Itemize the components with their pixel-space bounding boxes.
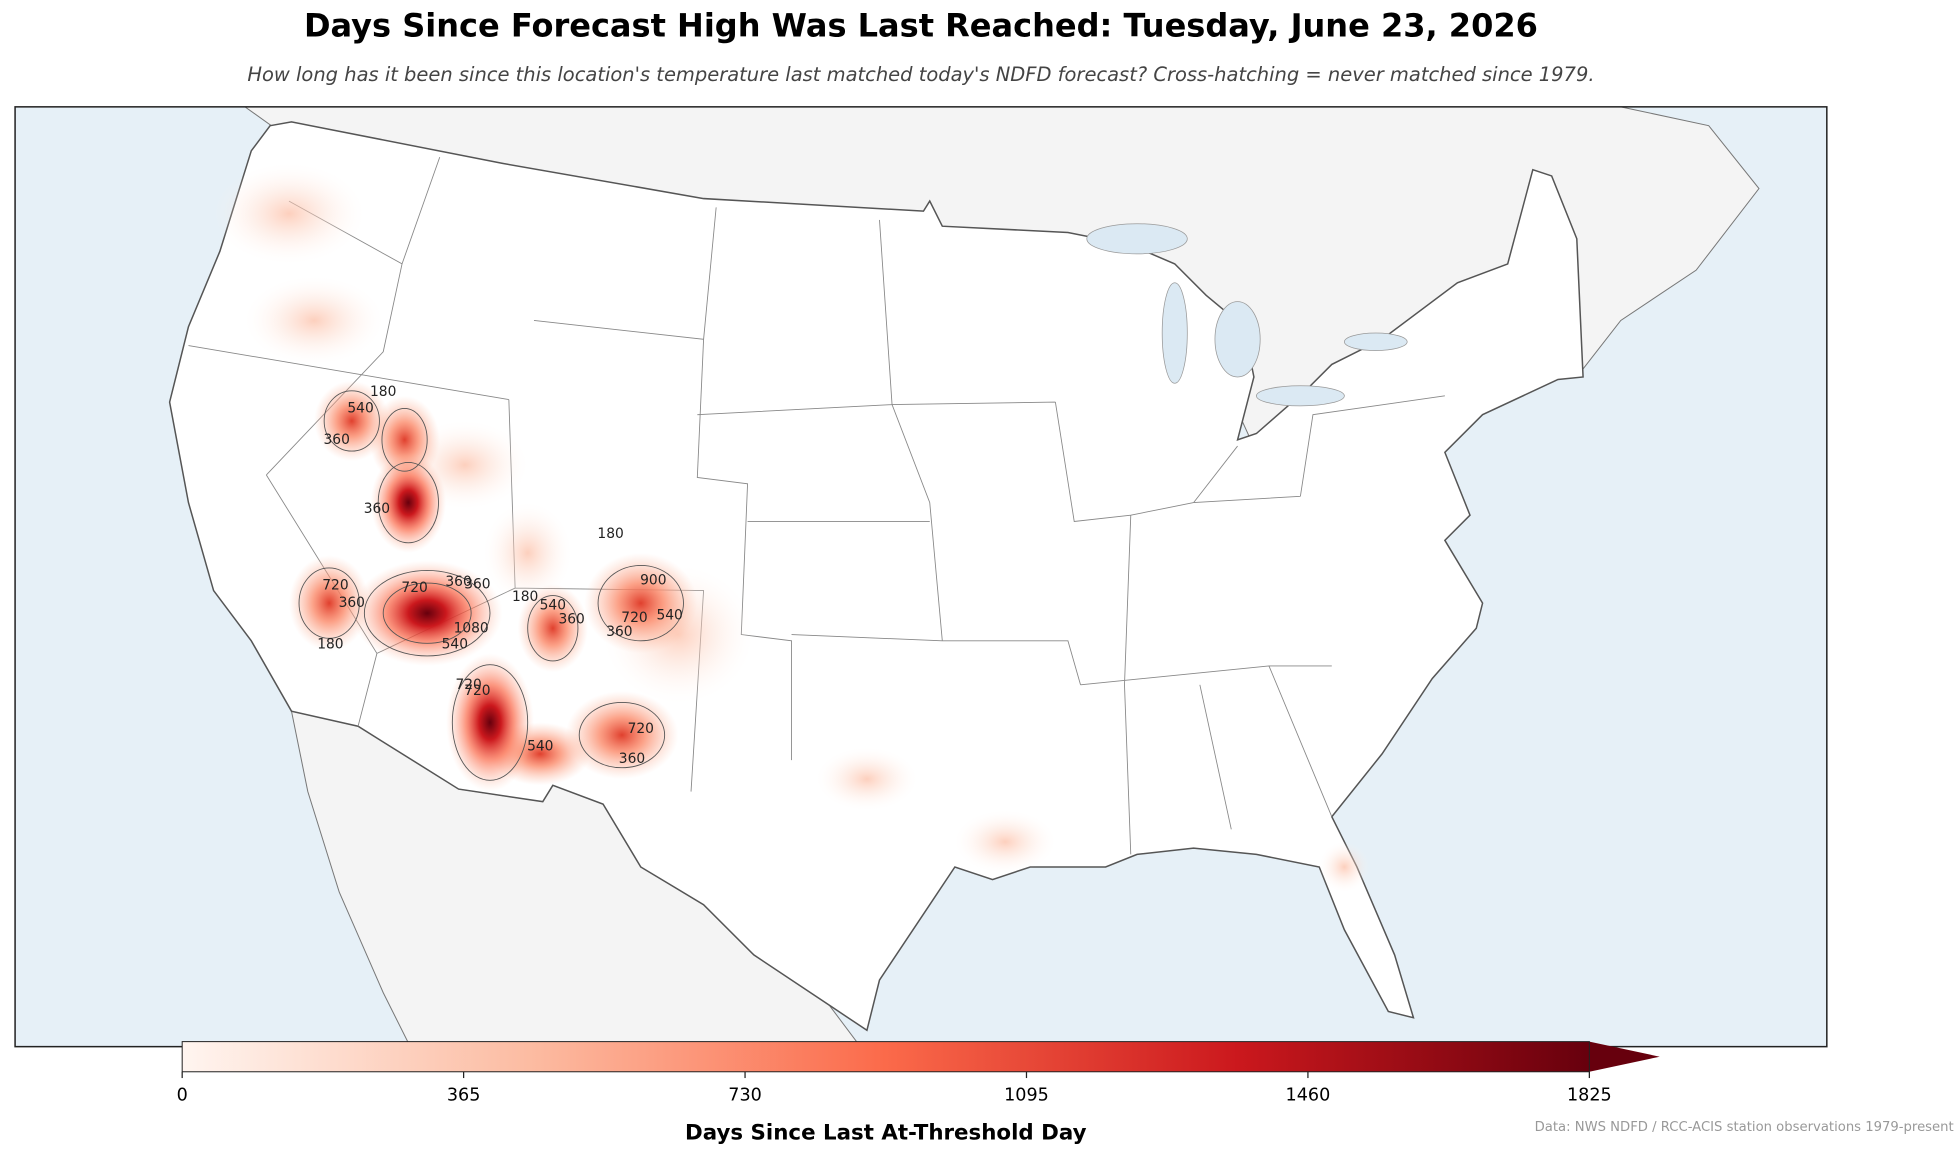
map: 1805403603607203607203601807201080540360… (15, 106, 1827, 1047)
contour-label: 540 (656, 608, 682, 624)
contour-label: 540 (347, 400, 373, 416)
colorbar-tick-label: 1460 (1286, 1086, 1331, 1106)
heat-blob (351, 560, 503, 666)
heat-blob (816, 747, 918, 811)
source-note: Data: NWS NDFD / RCC-ACIS station observ… (1535, 1120, 1954, 1135)
contour-line (323, 390, 380, 452)
contour-label: 360 (445, 574, 471, 590)
heat-blob (370, 452, 447, 553)
heat-blob (1319, 841, 1370, 893)
contour-line (363, 570, 491, 657)
heat-blob (565, 691, 679, 780)
subtitle: How long has it been since this location… (247, 63, 1594, 86)
heat-blob (245, 276, 384, 365)
contour-label: 540 (540, 598, 566, 614)
contour-label: 540 (527, 738, 553, 754)
colorbar-ramp (181, 1041, 1590, 1073)
colorbar-tick-label: 1825 (1567, 1086, 1612, 1106)
heat-blob (517, 584, 588, 673)
contour-line (298, 567, 360, 639)
heat-field (213, 163, 1370, 893)
heat-blob (483, 502, 572, 604)
great-lakes (1086, 223, 1408, 407)
contour-label: 900 (640, 573, 666, 589)
contour-label: 180 (370, 384, 396, 400)
contour-label: 540 (442, 637, 468, 653)
contour-label: 180 (597, 526, 623, 542)
heat-blob (288, 555, 370, 651)
contour-label: 1080 (454, 620, 489, 636)
contour-label: 720 (621, 610, 647, 626)
contour-line (578, 701, 666, 769)
heat-blob (954, 810, 1056, 874)
contour-label: 720 (455, 677, 481, 693)
contour-label: 720 (464, 683, 490, 699)
heat-blob (213, 163, 365, 264)
contour-label: 360 (464, 576, 490, 592)
contour-labels: 1805403603607203607203601807201080540360… (317, 384, 683, 767)
contour-label: 720 (401, 580, 427, 596)
contour-label: 180 (512, 589, 538, 605)
contour-line (377, 461, 439, 544)
contour-label: 180 (317, 637, 343, 653)
contour-line (597, 564, 684, 642)
colorbar-extend (1589, 1041, 1660, 1072)
contour-label: 360 (364, 501, 390, 517)
title: Days Since Forecast High Was Last Reache… (304, 7, 1538, 45)
contour-label: 360 (558, 611, 584, 627)
contour-label: 360 (606, 624, 632, 640)
contour-line (527, 595, 579, 662)
contour-label: 360 (324, 432, 350, 448)
contour-line (451, 664, 529, 781)
contour-label: 360 (619, 751, 645, 767)
contour-line (381, 407, 428, 472)
heat-blob (446, 653, 534, 792)
contour-label: 720 (628, 721, 654, 737)
contour-line (382, 582, 472, 644)
heat-blob (584, 552, 698, 654)
contour-label: 360 (339, 595, 365, 611)
colorbar-tick-label: 365 (447, 1086, 481, 1106)
colorbar-tick-label: 730 (728, 1086, 762, 1106)
colorbar-tick-label: 1095 (1004, 1086, 1049, 1106)
colorbar-tick-label: 0 (177, 1086, 188, 1106)
colorbar: 0 365 730 1095 1460 1825 (177, 1041, 1660, 1106)
colorbar-label: Days Since Last At-Threshold Day (685, 1120, 1087, 1145)
contour-label: 720 (322, 578, 348, 594)
